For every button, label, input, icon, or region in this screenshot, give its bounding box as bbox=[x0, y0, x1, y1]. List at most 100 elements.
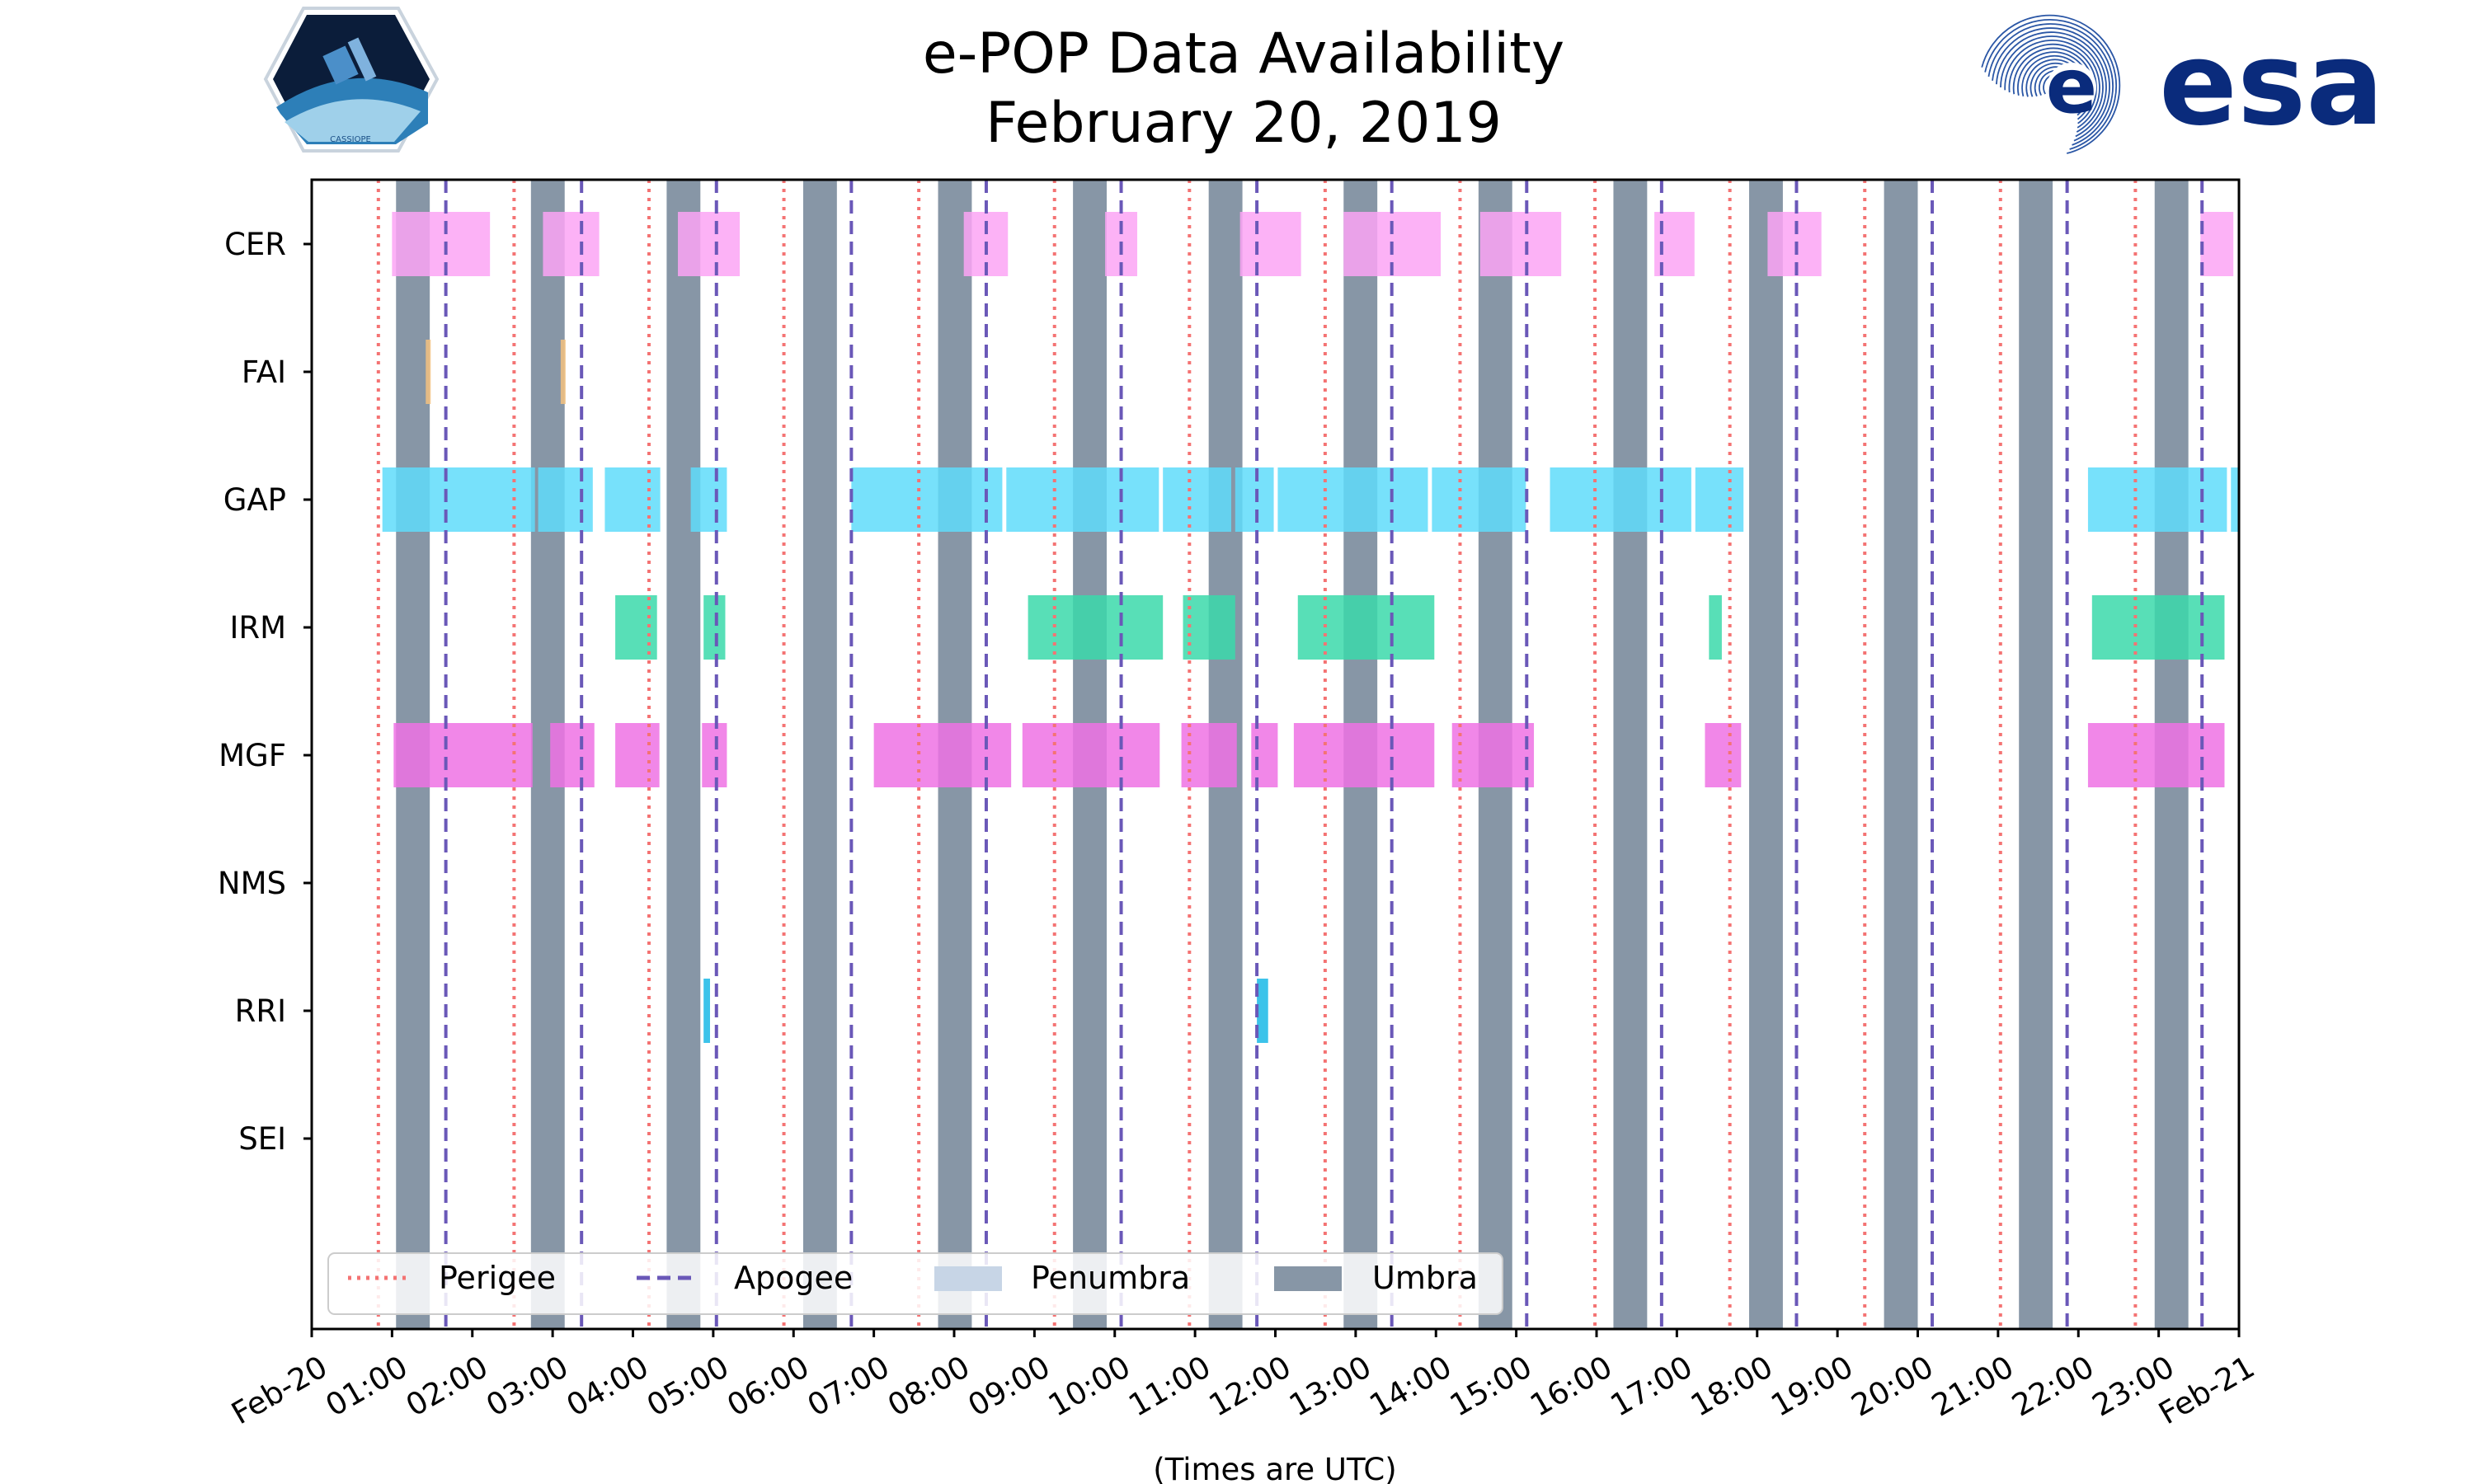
bar-mgf-5 bbox=[1022, 723, 1160, 787]
x-tick-label-10: 10:00 bbox=[1042, 1349, 1136, 1424]
bar-rri-0 bbox=[703, 979, 710, 1043]
chart-title-line2: February 20, 2019 bbox=[985, 91, 1502, 156]
bar-cer-0 bbox=[392, 212, 491, 276]
bar-gap-12 bbox=[2087, 467, 2227, 532]
esa-swirl-arc bbox=[2008, 43, 2097, 133]
umbra-bands bbox=[396, 180, 2189, 1329]
bar-gap-0 bbox=[382, 467, 535, 532]
bar-gap-2 bbox=[604, 467, 661, 532]
bar-irm-3 bbox=[1183, 595, 1235, 660]
legend[interactable]: Perigee Apogee Penumbra Umbra bbox=[327, 1252, 1503, 1315]
x-tick-label-8: 08:00 bbox=[882, 1349, 976, 1424]
bar-mgf-9 bbox=[1451, 723, 1535, 787]
esa-swirl-icon: e bbox=[1978, 14, 2121, 157]
esa-swirl-arc bbox=[1991, 27, 2110, 147]
legend-apogee-label: Apogee bbox=[734, 1260, 853, 1296]
x-tick-label-0: Feb-20 bbox=[226, 1349, 334, 1431]
esa-swirl-letter: e bbox=[2046, 42, 2097, 130]
x-tick-label-6: 06:00 bbox=[721, 1349, 815, 1424]
bar-gap-13 bbox=[2231, 467, 2239, 532]
esa-swirl-arc bbox=[2004, 39, 2100, 136]
y-tick-label-rri: RRI bbox=[235, 993, 286, 1029]
legend-penumbra-swatch bbox=[934, 1266, 1002, 1291]
bar-gap-7 bbox=[1235, 467, 1274, 532]
legend-umbra-label: Umbra bbox=[1372, 1260, 1478, 1296]
bar-mgf-7 bbox=[1251, 723, 1278, 787]
bar-gap-11 bbox=[1695, 467, 1744, 532]
legend-perigee-label: Perigee bbox=[439, 1260, 556, 1296]
x-tick-label-20: 20:00 bbox=[1846, 1349, 1940, 1424]
x-tick-label-19: 19:00 bbox=[1765, 1349, 1859, 1424]
y-tick-label-cer: CER bbox=[224, 227, 286, 262]
bar-fai-0 bbox=[426, 340, 431, 404]
x-axis-label: (Times are UTC) bbox=[1153, 1452, 1396, 1484]
bar-irm-4 bbox=[1297, 595, 1435, 660]
legend-umbra-swatch bbox=[1274, 1266, 1342, 1291]
x-tick-label-13: 13:00 bbox=[1283, 1349, 1377, 1424]
esa-swirl-arc bbox=[2000, 35, 2104, 139]
bar-mgf-4 bbox=[873, 723, 1012, 787]
umbra-band-2 bbox=[666, 180, 701, 1329]
x-tick-label-12: 12:00 bbox=[1203, 1349, 1297, 1424]
x-tick-label-4: 04:00 bbox=[561, 1349, 655, 1424]
bar-gap-1 bbox=[538, 467, 593, 532]
bar-cer-2 bbox=[678, 212, 741, 276]
bar-cer-10 bbox=[2200, 212, 2234, 276]
orbit-markers bbox=[376, 180, 2204, 1329]
bar-irm-0 bbox=[615, 595, 657, 660]
bar-irm-6 bbox=[2091, 595, 2225, 660]
svg-text:CASSIOPE: CASSIOPE bbox=[330, 135, 371, 144]
x-tick-label-22: 22:00 bbox=[2006, 1349, 2100, 1424]
bar-irm-5 bbox=[1709, 595, 1722, 660]
bar-gap-4 bbox=[851, 467, 1003, 532]
esa-swirl-arc bbox=[1995, 31, 2107, 143]
x-tick-label-17: 17:00 bbox=[1605, 1349, 1699, 1424]
esa-swirl-core bbox=[2047, 63, 2096, 112]
esa-logo: e esa bbox=[1978, 14, 2384, 157]
y-tick-label-mgf: MGF bbox=[219, 738, 286, 773]
umbra-band-9 bbox=[1613, 180, 1648, 1329]
bar-irm-2 bbox=[1028, 595, 1164, 660]
bar-mgf-10 bbox=[1705, 723, 1742, 787]
y-tick-label-gap: GAP bbox=[223, 482, 286, 518]
chart-title-line1: e-POP Data Availability bbox=[923, 21, 1564, 87]
x-tick-label-5: 05:00 bbox=[641, 1349, 735, 1424]
y-tick-label-fai: FAI bbox=[242, 355, 286, 390]
bar-gap-9 bbox=[1432, 467, 1526, 532]
x-tick-label-14: 14:00 bbox=[1363, 1349, 1457, 1424]
umbra-band-12 bbox=[2019, 180, 2053, 1329]
bar-mgf-6 bbox=[1181, 723, 1237, 787]
bar-gap-10 bbox=[1550, 467, 1691, 532]
y-tick-label-irm: IRM bbox=[229, 610, 286, 646]
cassiope-logo: CASSIOPE bbox=[263, 7, 440, 153]
bar-mgf-2 bbox=[615, 723, 660, 787]
bar-cer-9 bbox=[1767, 212, 1822, 276]
x-tick-label-3: 03:00 bbox=[480, 1349, 574, 1424]
legend-box bbox=[327, 1252, 1503, 1315]
bar-mgf-1 bbox=[550, 723, 595, 787]
x-tick-label-1: 01:00 bbox=[320, 1349, 414, 1424]
x-axis: Feb-2001:0002:0003:0004:0005:0006:0007:0… bbox=[226, 1329, 2260, 1431]
y-tick-label-nms: NMS bbox=[218, 866, 286, 901]
umbra-band-3 bbox=[802, 180, 837, 1329]
bar-mgf-11 bbox=[2087, 723, 2225, 787]
bar-gap-3 bbox=[690, 467, 727, 532]
bar-cer-1 bbox=[543, 212, 600, 276]
umbra-band-10 bbox=[1749, 180, 1783, 1329]
legend-penumbra-label: Penumbra bbox=[1031, 1260, 1190, 1296]
x-tick-label-2: 02:00 bbox=[400, 1349, 494, 1424]
bar-cer-5 bbox=[1239, 212, 1301, 276]
bar-gap-5 bbox=[1006, 467, 1159, 532]
y-tick-label-sei: SEI bbox=[238, 1121, 286, 1157]
bar-fai-1 bbox=[560, 340, 566, 404]
availability-bars bbox=[382, 212, 2239, 1043]
bar-mgf-0 bbox=[393, 723, 533, 787]
x-tick-label-16: 16:00 bbox=[1524, 1349, 1618, 1424]
x-tick-label-11: 11:00 bbox=[1122, 1349, 1216, 1424]
bar-gap-6 bbox=[1163, 467, 1231, 532]
bar-mgf-3 bbox=[702, 723, 727, 787]
x-tick-label-9: 09:00 bbox=[962, 1349, 1056, 1424]
x-tick-label-15: 15:00 bbox=[1444, 1349, 1538, 1424]
bar-irm-1 bbox=[703, 595, 726, 660]
